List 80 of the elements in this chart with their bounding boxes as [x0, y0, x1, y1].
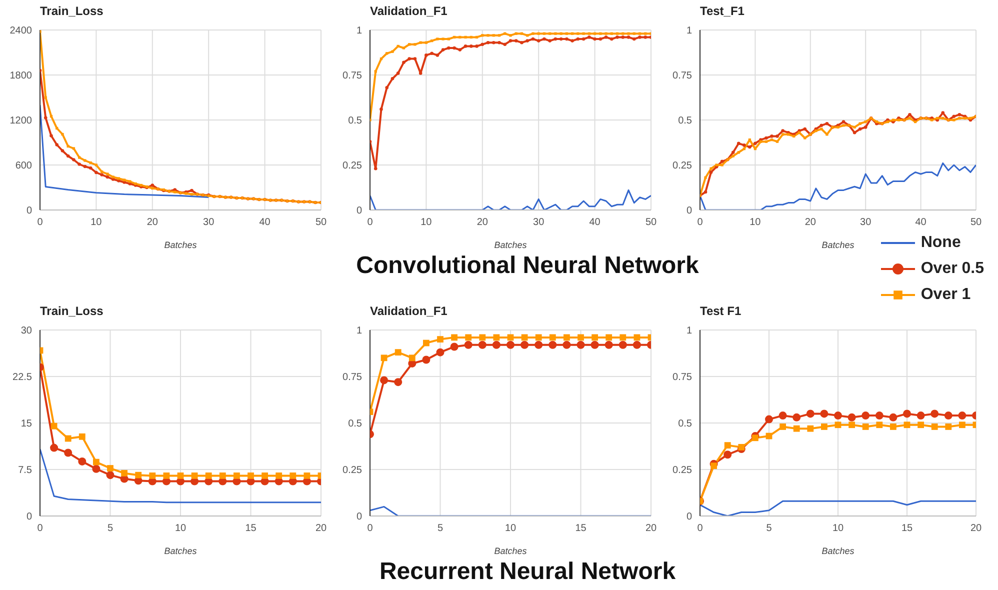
- x-tick-label: 20: [315, 523, 327, 534]
- y-tick-label: 30: [20, 326, 32, 337]
- y-tick-label: 15: [20, 418, 32, 430]
- chart-title: Validation_F1: [369, 303, 448, 320]
- x-axis-title: Batches: [164, 546, 198, 556]
- x-tick-label: 0: [697, 217, 704, 228]
- x-tick-label: 10: [504, 523, 516, 534]
- x-tick-label: 30: [203, 217, 215, 228]
- x-tick-label: 15: [575, 523, 587, 534]
- legend-label: Over 0.5: [920, 260, 984, 278]
- chart-title: Train_Loss: [39, 303, 104, 320]
- y-tick-label: 0.75: [342, 372, 362, 384]
- x-tick-label: 10: [174, 523, 186, 534]
- x-tick-label: 30: [860, 217, 872, 228]
- x-axis-title: Batches: [822, 546, 855, 556]
- y-tick-label: 0.75: [342, 70, 362, 82]
- x-axis-title: Batches: [494, 546, 528, 556]
- y-tick-label: 0.5: [678, 116, 692, 127]
- x-tick-label: 20: [970, 523, 982, 534]
- y-tick-label: 0: [356, 206, 362, 217]
- y-tick-label: 1: [686, 326, 692, 337]
- x-tick-label: 20: [476, 217, 488, 228]
- x-tick-label: 15: [245, 523, 257, 534]
- y-tick-label: 1: [686, 26, 692, 37]
- y-tick-label: 7.5: [18, 465, 32, 476]
- y-tick-label: 0: [686, 206, 692, 217]
- y-tick-label: 0.25: [672, 465, 692, 476]
- y-tick-label: 600: [15, 160, 32, 172]
- chart-title: Validation_F1: [369, 3, 448, 20]
- x-tick-label: 20: [146, 217, 158, 228]
- y-tick-label: 0.5: [348, 418, 362, 430]
- x-tick-label: 40: [589, 217, 601, 228]
- x-tick-label: 10: [90, 217, 102, 228]
- y-tick-label: 1: [356, 326, 362, 337]
- y-tick-label: 0: [26, 206, 32, 217]
- x-tick-label: 10: [420, 217, 432, 228]
- y-tick-label: 0.25: [342, 160, 362, 172]
- chart-title: Test_F1: [699, 3, 746, 20]
- chart-title: Test F1: [700, 304, 742, 318]
- x-axis-title: Batches: [822, 240, 855, 250]
- x-axis-title: Batches: [494, 240, 528, 250]
- x-tick-label: 30: [533, 217, 545, 228]
- x-tick-label: 5: [766, 523, 772, 534]
- x-tick-label: 10: [832, 523, 844, 534]
- x-tick-label: 0: [37, 217, 44, 228]
- x-tick-label: 40: [915, 217, 927, 228]
- x-tick-label: 0: [697, 523, 704, 534]
- y-tick-label: 0: [686, 512, 692, 523]
- x-tick-label: 40: [259, 217, 271, 228]
- legend-label: None: [920, 234, 961, 252]
- x-tick-label: 50: [970, 217, 982, 228]
- y-tick-label: 0: [26, 512, 32, 523]
- x-tick-label: 20: [804, 217, 816, 228]
- x-tick-label: 5: [107, 523, 114, 534]
- x-tick-label: 0: [367, 523, 374, 534]
- x-tick-label: 50: [315, 217, 327, 228]
- y-tick-label: 1800: [10, 70, 32, 82]
- x-tick-label: 0: [367, 217, 374, 228]
- y-tick-label: 0: [356, 512, 362, 523]
- x-tick-label: 15: [901, 523, 913, 534]
- x-tick-label: 0: [37, 523, 44, 534]
- y-tick-label: 1200: [10, 116, 32, 127]
- y-tick-label: 22.5: [12, 372, 32, 384]
- x-tick-label: 10: [750, 217, 762, 228]
- y-tick-label: 0.75: [672, 372, 692, 384]
- text: Convolutional Neural Network: [356, 252, 699, 280]
- y-tick-label: 2400: [10, 26, 32, 37]
- y-tick-label: 0.25: [672, 160, 692, 172]
- y-tick-label: 0.5: [348, 116, 362, 127]
- y-tick-label: 0.5: [678, 418, 692, 430]
- legend-label: Over 1: [920, 286, 971, 304]
- x-tick-label: 50: [645, 217, 657, 228]
- x-axis-title: Batches: [164, 240, 198, 250]
- chart-title: Train_Loss: [39, 3, 104, 20]
- y-tick-label: 1: [356, 26, 362, 37]
- x-tick-label: 20: [645, 523, 657, 534]
- y-tick-label: 0.75: [672, 70, 692, 82]
- y-tick-label: 0.25: [342, 465, 362, 476]
- x-tick-label: 5: [437, 523, 444, 534]
- text: Recurrent Neural Network: [379, 558, 676, 586]
